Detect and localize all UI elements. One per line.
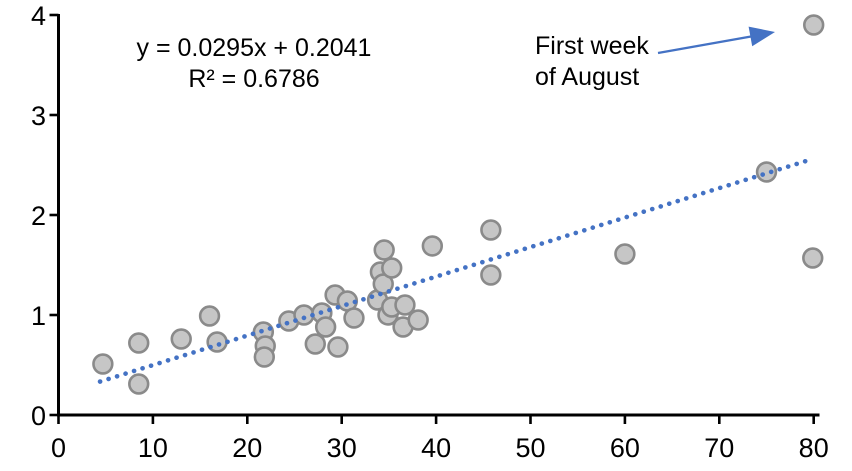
data-point (128, 332, 150, 354)
x-axis-tick-label: 70 (704, 433, 734, 463)
outlier-annotation: First week of August (535, 31, 649, 93)
annotation-line-1: First week (535, 32, 649, 60)
data-point (343, 307, 365, 329)
y-axis-tick-label: 2 (31, 201, 46, 231)
x-axis-tick-label: 50 (515, 433, 545, 463)
x-axis-tick-label: 80 (799, 433, 829, 463)
x-axis-tick-label: 40 (421, 433, 451, 463)
data-point (372, 273, 394, 295)
data-point (128, 373, 150, 395)
annotation-arrow-line (657, 35, 752, 55)
trendline-dotted (97, 157, 812, 384)
trendline-equation: y = 0.0295x + 0.2041 R² = 0.6786 (98, 33, 410, 95)
y-axis-tick-label: 0 (31, 401, 46, 431)
data-point (421, 235, 444, 257)
x-axis-tick-label: 0 (51, 433, 66, 463)
y-axis-tick-label: 4 (31, 1, 46, 31)
data-point (394, 294, 416, 316)
data-point (198, 305, 221, 327)
data-point (802, 247, 824, 269)
equation-text: y = 0.0295x + 0.2041 (136, 34, 372, 62)
y-axis-tick-label: 3 (31, 101, 46, 131)
x-axis-tick-label: 10 (138, 433, 168, 463)
y-axis-tick-label: 1 (31, 301, 46, 331)
data-point (253, 346, 275, 368)
data-point (480, 219, 502, 241)
x-axis-tick-label: 20 (232, 433, 262, 463)
data-point (314, 316, 337, 338)
data-point (170, 328, 192, 350)
data-point (614, 243, 636, 265)
data-point (802, 14, 825, 36)
data-point (92, 353, 114, 375)
data-point (755, 161, 778, 183)
data-point (373, 239, 395, 261)
r-squared-text: R² = 0.6786 (188, 65, 320, 93)
data-point (304, 333, 326, 355)
data-point (327, 336, 349, 358)
annotation-arrow-head-icon (748, 26, 775, 47)
x-axis-tick-label: 30 (327, 433, 357, 463)
data-point (407, 309, 429, 331)
data-point (381, 257, 403, 279)
annotation-line-2: of August (535, 63, 640, 91)
x-axis-tick-label: 60 (610, 433, 640, 463)
data-point (480, 264, 502, 286)
